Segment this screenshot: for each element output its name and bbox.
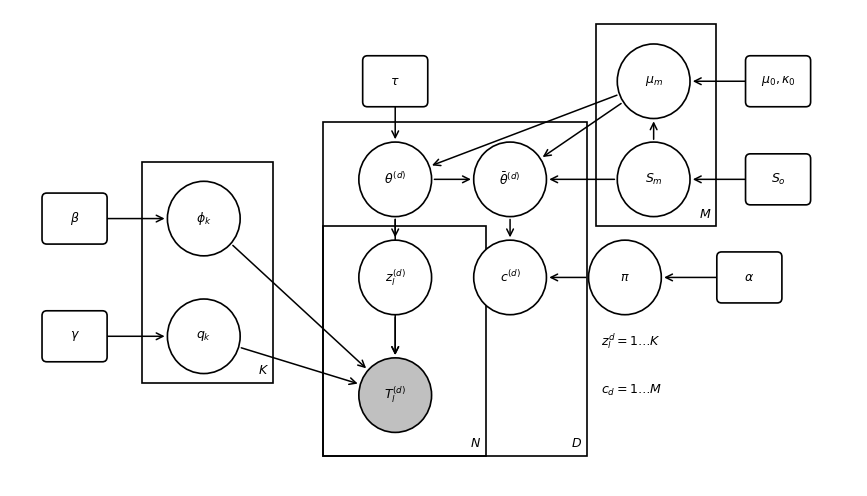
Text: $\bar{\theta}^{(d)}$: $\bar{\theta}^{(d)}$ [499, 171, 521, 187]
Circle shape [617, 44, 690, 119]
Circle shape [589, 240, 662, 314]
Text: N: N [471, 437, 480, 450]
FancyBboxPatch shape [717, 252, 782, 303]
Text: $\gamma$: $\gamma$ [69, 329, 80, 343]
Bar [141, 162, 273, 383]
Text: $c^{(d)}$: $c^{(d)}$ [499, 269, 520, 285]
FancyBboxPatch shape [746, 56, 811, 107]
Text: $S_m$: $S_m$ [645, 172, 662, 187]
Circle shape [359, 142, 432, 217]
Bar [596, 24, 716, 226]
Text: $\phi_k$: $\phi_k$ [196, 210, 212, 227]
Circle shape [167, 182, 240, 256]
Text: $\theta^{(d)}$: $\theta^{(d)}$ [384, 172, 407, 187]
Circle shape [617, 142, 690, 217]
Circle shape [359, 358, 432, 433]
Text: $z_l^{(d)}$: $z_l^{(d)}$ [385, 267, 406, 288]
Text: $T_l^{(d)}$: $T_l^{(d)}$ [384, 385, 407, 405]
Text: D: D [571, 437, 581, 450]
Text: $\pi$: $\pi$ [620, 271, 629, 284]
Text: $\beta$: $\beta$ [69, 210, 80, 227]
FancyBboxPatch shape [42, 311, 108, 362]
Circle shape [167, 299, 240, 373]
Text: $z_l^d = 1 \ldots K$: $z_l^d = 1 \ldots K$ [601, 331, 661, 351]
FancyBboxPatch shape [746, 154, 811, 205]
Text: K: K [258, 365, 267, 377]
Text: $\tau$: $\tau$ [390, 75, 400, 88]
Bar [323, 123, 587, 456]
Text: $\mu_m$: $\mu_m$ [645, 74, 662, 88]
Text: $c_d = 1 \ldots M$: $c_d = 1 \ldots M$ [601, 383, 662, 398]
Text: $q_k$: $q_k$ [196, 329, 212, 343]
Text: $\alpha$: $\alpha$ [745, 271, 754, 284]
Text: M: M [700, 207, 710, 221]
Bar [323, 226, 486, 456]
FancyBboxPatch shape [42, 193, 108, 244]
Text: $S_o$: $S_o$ [771, 172, 786, 187]
Circle shape [473, 142, 546, 217]
FancyBboxPatch shape [362, 56, 427, 107]
Circle shape [473, 240, 546, 314]
Circle shape [359, 240, 432, 314]
Text: $\mu_0, \kappa_0$: $\mu_0, \kappa_0$ [760, 74, 796, 88]
